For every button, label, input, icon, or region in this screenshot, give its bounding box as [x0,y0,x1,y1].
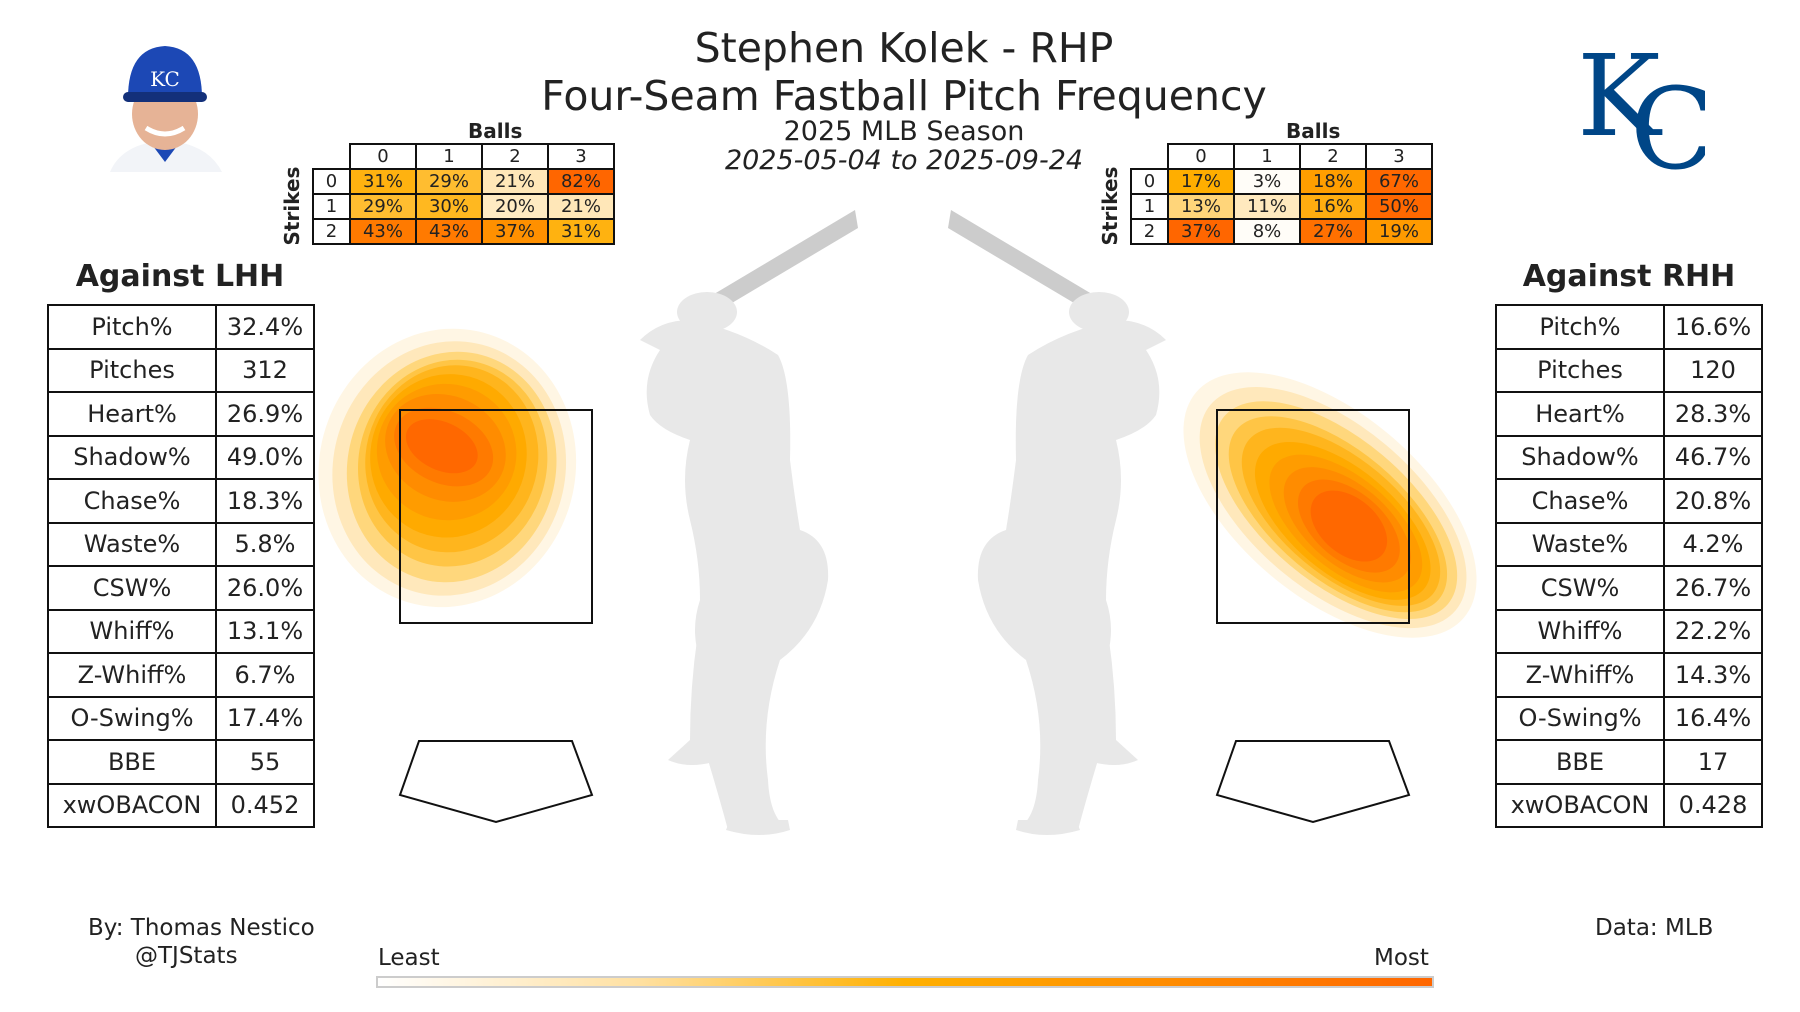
page-title: Stephen Kolek - RHP [694,24,1114,72]
lhh-title: Against LHH [75,259,285,294]
lhh-balls-label: Balls [468,119,523,143]
lhh-home-plate [398,740,594,824]
team-logo-k: K [1577,32,1663,162]
rhh-batter-silhouette [948,210,1166,835]
data-source: Data: MLB [1595,915,1714,941]
lhh-strike-zone [399,409,593,624]
rhh-title: Against RHH [1522,259,1736,294]
rhh-density-heatmap [1183,372,1477,638]
count-cell: 31% [349,168,417,195]
lhh-batter-silhouette [640,210,858,835]
rhh-stats-table: Pitch% 16.6% Pitches 120 Heart% 28.3% Shado… [1495,304,1763,828]
season-label: 2025 MLB Season [783,116,1025,147]
rhh-home-plate [1215,740,1411,824]
player-headshot: KC [90,30,240,172]
credit-author: By: Thomas Nestico [88,915,315,941]
lhh-stats-table: Pitch% 32.4% Pitches 312 Heart% 26.9% Shado… [47,304,315,828]
rhh-strike-zone [1216,409,1410,624]
date-range: 2025-05-04 to 2025-09-24 [724,145,1084,176]
credit-handle: @TJStats [135,943,238,969]
page-subtitle: Four-Seam Fastball Pitch Frequency [541,72,1267,120]
colorbar-high-label: Most [1374,945,1429,971]
lhh-density-heatmap [318,328,577,608]
colorbar-low-label: Least [378,945,440,971]
cap-logo: KC [150,67,180,91]
rhh-balls-label: Balls [1286,119,1341,143]
colorbar [376,976,1434,988]
